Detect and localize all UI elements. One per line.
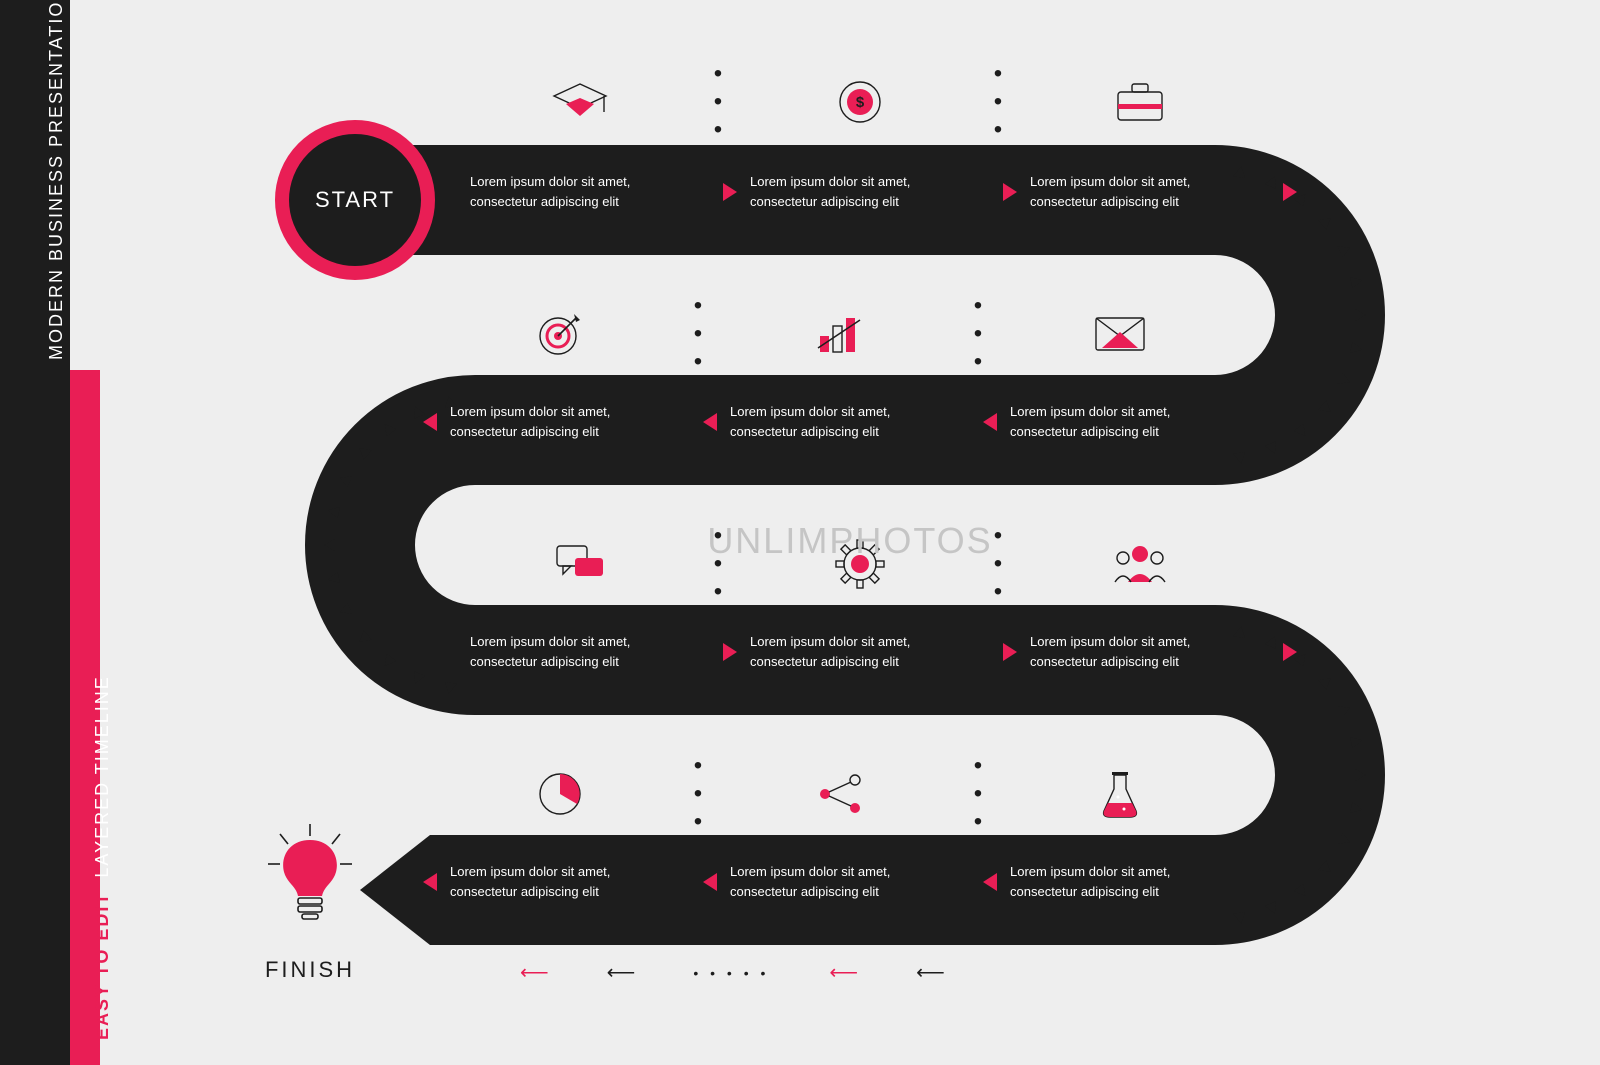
row4-icons: • • • • • • [430,752,1250,836]
arrow-right-icon [1283,643,1297,661]
arrow-right-icon [1003,183,1017,201]
finish-label: FINISH [240,957,380,983]
row1-icons: • • • $ • • • [450,60,1270,144]
thin-arrow-left-icon: ⟵ [607,960,634,985]
start-badge: START [275,120,435,280]
target-icon [430,310,690,358]
thin-arrow-left-icon: ⟵ [829,960,856,985]
arrow-right-icon [1283,183,1297,201]
step-text: Lorem ipsum dolor sit amet, consectetur … [750,632,990,672]
step-text: Lorem ipsum dolor sit amet, consectetur … [450,862,690,902]
arrow-right-icon [723,643,737,661]
arrow-left-icon [983,413,997,431]
watermark-text: UNLIMPHOTOS [100,520,1600,562]
dot-separator: • • • [990,60,1010,144]
bar-chart-icon [710,312,970,356]
arrow-left-icon [423,873,437,891]
step-text: Lorem ipsum dolor sit amet, consectetur … [1010,402,1250,442]
sidebar-text-line1: MODERN BUSINESS PRESENTATION VECTOR EPS … [46,0,67,360]
dot-separator: • • • [690,752,710,836]
share-nodes-icon [710,770,970,818]
step-text: Lorem ipsum dolor sit amet, consectetur … [1010,862,1250,902]
step-text: Lorem ipsum dolor sit amet, consectetur … [1030,632,1270,672]
pie-chart-icon [430,770,690,818]
lightbulb-icon [260,820,360,940]
arrow-left-icon [703,873,717,891]
row2-icons: • • • • • • [430,292,1250,376]
dot-separator: • • • [710,60,730,144]
arrow-left-icon [423,413,437,431]
step-text: Lorem ipsum dolor sit amet, consectetur … [470,172,710,212]
thin-arrow-left-icon: ⟵ [520,960,547,985]
dollar-coin-icon: $ [730,78,990,126]
start-label: START [315,187,395,213]
arrow-left-icon [703,413,717,431]
arrow-right-icon [723,183,737,201]
step-text: Lorem ipsum dolor sit amet, consectetur … [730,402,970,442]
step-text: Lorem ipsum dolor sit amet, consectetur … [470,632,710,672]
dot-separator: • • • [970,292,990,376]
row1-texts: Lorem ipsum dolor sit amet, consectetur … [470,172,1310,212]
svg-text:$: $ [856,94,865,111]
flask-icon [990,769,1250,819]
infographic-canvas: START • • • $ • • • Lorem ipsum dolor si… [100,0,1600,1065]
dot-separator: • • • [690,292,710,376]
arrow-right-icon [1003,643,1017,661]
finish-badge: FINISH [240,820,380,983]
envelope-icon [990,314,1250,354]
dot-separator: • • • [970,752,990,836]
row4-texts: Lorem ipsum dolor sit amet, consectetur … [410,862,1250,902]
dot-separator: • • • • • [693,965,769,981]
step-text: Lorem ipsum dolor sit amet, consectetur … [1030,172,1270,212]
briefcase-icon [1010,80,1270,124]
arrow-left-icon [983,873,997,891]
step-text: Lorem ipsum dolor sit amet, consectetur … [750,172,990,212]
graduation-cap-icon [450,78,710,126]
step-text: Lorem ipsum dolor sit amet, consectetur … [450,402,690,442]
thin-arrow-left-icon: ⟵ [916,960,943,985]
bottom-arrows: ⟵ ⟵ • • • • • ⟵ ⟵ [520,960,943,985]
row3-texts: Lorem ipsum dolor sit amet, consectetur … [470,632,1310,672]
step-text: Lorem ipsum dolor sit amet, consectetur … [730,862,970,902]
row2-texts: Lorem ipsum dolor sit amet, consectetur … [410,402,1250,442]
